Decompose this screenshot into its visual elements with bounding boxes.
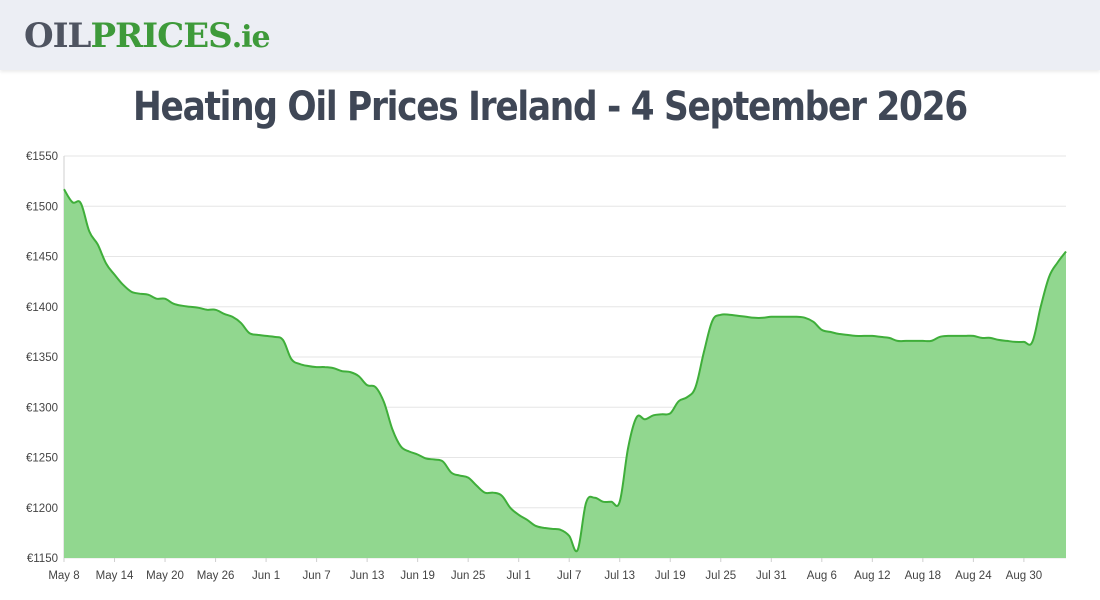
x-tick-label: Jul 25 <box>705 570 736 582</box>
x-tick-label: Jun 13 <box>350 570 385 582</box>
x-tick-label: Jun 1 <box>252 570 280 582</box>
x-tick-label: Jul 19 <box>655 570 686 582</box>
logo-prices-text: PRICES <box>90 16 232 56</box>
y-tick-label: €1450 <box>26 252 58 264</box>
chart-title: Heating Oil Prices Ireland - 4 September… <box>133 84 968 130</box>
x-tick-label: Jul 1 <box>507 570 531 582</box>
x-tick-label: Aug 18 <box>905 570 941 582</box>
y-tick-label: €1500 <box>26 201 58 213</box>
x-tick-label: Jul 31 <box>756 570 787 582</box>
logo-oil-text: OIL <box>24 16 91 56</box>
y-tick-label: €1150 <box>27 553 58 565</box>
y-tick-label: €1200 <box>26 503 58 515</box>
x-tick-label: May 26 <box>197 570 235 582</box>
y-tick-label: €1300 <box>26 402 58 414</box>
y-tick-label: €1400 <box>26 302 58 314</box>
x-tick-label: Aug 12 <box>854 570 890 582</box>
x-tick-label: Jun 25 <box>451 570 486 582</box>
site-logo[interactable]: OILPRICES.ie <box>24 14 271 60</box>
x-tick-label: Jul 7 <box>557 570 581 582</box>
logo-tld-text: .ie <box>231 20 271 55</box>
y-tick-label: €1350 <box>26 352 58 364</box>
x-tick-label: Aug 6 <box>807 570 837 582</box>
price-area <box>64 189 1066 558</box>
x-tick-label: Jun 7 <box>303 570 331 582</box>
y-tick-label: €1250 <box>26 453 58 465</box>
site-header: OILPRICES.ie <box>0 0 1100 70</box>
x-tick-label: May 14 <box>96 570 134 582</box>
x-tick-label: Aug 30 <box>1006 570 1042 582</box>
y-tick-label: €1550 <box>26 151 58 163</box>
y-axis: €1550 €1500 €1450 €1400 €1350 €1300 €1250 €1200… <box>26 151 65 565</box>
x-tick-label: Jun 19 <box>400 570 435 582</box>
x-tick-label: Aug 24 <box>955 570 992 582</box>
x-tick-label: May 20 <box>146 570 184 582</box>
x-tick-label: May 8 <box>48 570 79 582</box>
x-axis: May 8 May 14 May 20 May 26 Jun 1 Jun 7 Jun 13 J… <box>48 558 1042 582</box>
price-line <box>63 188 1067 553</box>
x-tick-label: Jul 13 <box>604 570 635 582</box>
